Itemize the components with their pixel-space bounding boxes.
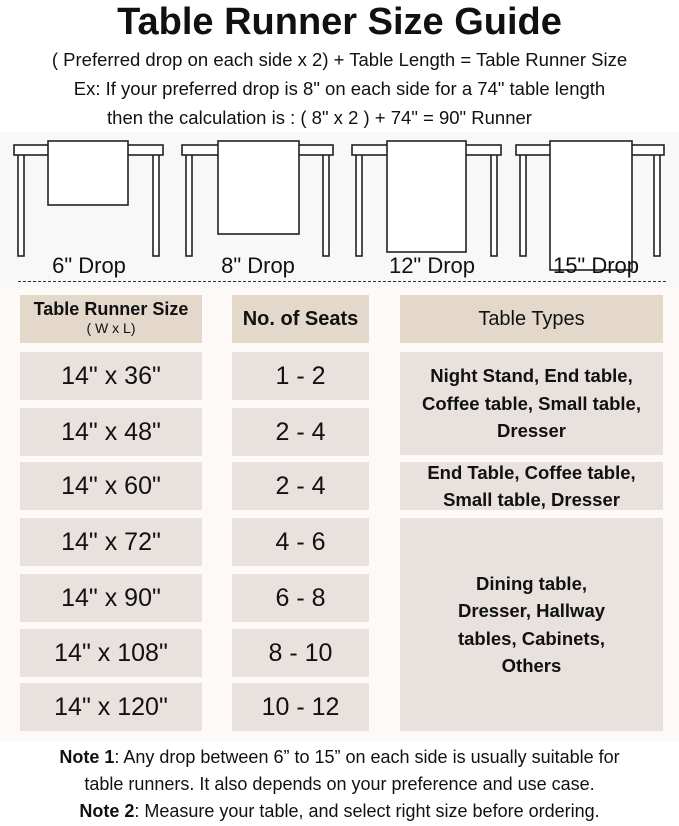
size-cell: 14" x 36": [20, 352, 202, 400]
seats-cell: 2 - 4: [232, 408, 369, 456]
table-leg: [185, 153, 193, 257]
runner-drop: [217, 140, 300, 235]
table-drawings: [13, 140, 665, 271]
types-cell-3: Dining table, Dresser, Hallway tables, C…: [400, 518, 663, 731]
note-1-label: Note 1: [59, 747, 115, 767]
types-cell-2: End Table, Coffee table, Small table, Dr…: [400, 462, 663, 510]
size-cell: 14" x 120": [20, 683, 202, 731]
seats-cell: 2 - 4: [232, 462, 369, 510]
note-2: Note 2: Measure your table, and select r…: [0, 799, 679, 824]
table-leg: [17, 153, 25, 257]
table-drawing: [181, 140, 334, 257]
table-drawing: [515, 140, 665, 271]
page-title: Table Runner Size Guide: [117, 1, 562, 43]
runner-drop: [386, 140, 467, 253]
runner-drop: [47, 140, 129, 206]
seats-cell: 1 - 2: [232, 352, 369, 400]
table-leg: [152, 153, 160, 257]
note-1-text: : Any drop between 6” to 15” on each sid…: [114, 747, 620, 767]
header-types: Table Types: [400, 295, 663, 343]
table-leg: [355, 153, 363, 257]
header-seats: No. of Seats: [232, 295, 369, 343]
drop-illustrations: [0, 132, 679, 286]
size-cell: 14" x 60": [20, 462, 202, 510]
note-2-text: : Measure your table, and select right s…: [134, 801, 600, 821]
header-size-label: Table Runner Size: [33, 299, 189, 319]
drop-label-15: 15" Drop: [552, 253, 640, 278]
dashed-divider: [18, 281, 666, 282]
drop-label-8: 8" Drop: [221, 253, 295, 278]
size-cell: 14" x 108": [20, 629, 202, 677]
seats-cell: 8 - 10: [232, 629, 369, 677]
note-1-cont: table runners. It also depends on your p…: [84, 774, 595, 794]
table-leg: [322, 153, 330, 257]
table-leg: [653, 153, 661, 257]
seats-cell: 4 - 6: [232, 518, 369, 566]
table-leg: [490, 153, 498, 257]
header-size-sub: ( W x L): [86, 320, 136, 336]
formula-text: ( Preferred drop on each side x 2) + Tab…: [51, 49, 628, 70]
seats-cell: 10 - 12: [232, 683, 369, 731]
seats-cell: 6 - 8: [232, 574, 369, 622]
size-cell: 14" x 48": [20, 408, 202, 456]
note-2-label: Note 2: [79, 801, 135, 821]
runner-drop: [549, 140, 633, 271]
table-drawing: [13, 140, 164, 257]
size-cell: 14" x 72": [20, 518, 202, 566]
note-1: Note 1: Any drop between 6” to 15” on ea…: [0, 745, 679, 770]
table-leg: [519, 153, 527, 257]
drop-label-6: 6" Drop: [52, 253, 126, 278]
size-cell: 14" x 90": [20, 574, 202, 622]
example-line-2: then the calculation is : ( 8" x 2 ) + 7…: [107, 107, 532, 128]
table-drawing: [351, 140, 502, 257]
types-cell-1: Night Stand, End table, Coffee table, Sm…: [400, 352, 663, 455]
example-line-1: Ex: If your preferred drop is 8" on each…: [73, 78, 606, 99]
header-size: Table Runner Size ( W x L): [20, 295, 202, 343]
drop-label-12: 12" Drop: [388, 253, 476, 278]
